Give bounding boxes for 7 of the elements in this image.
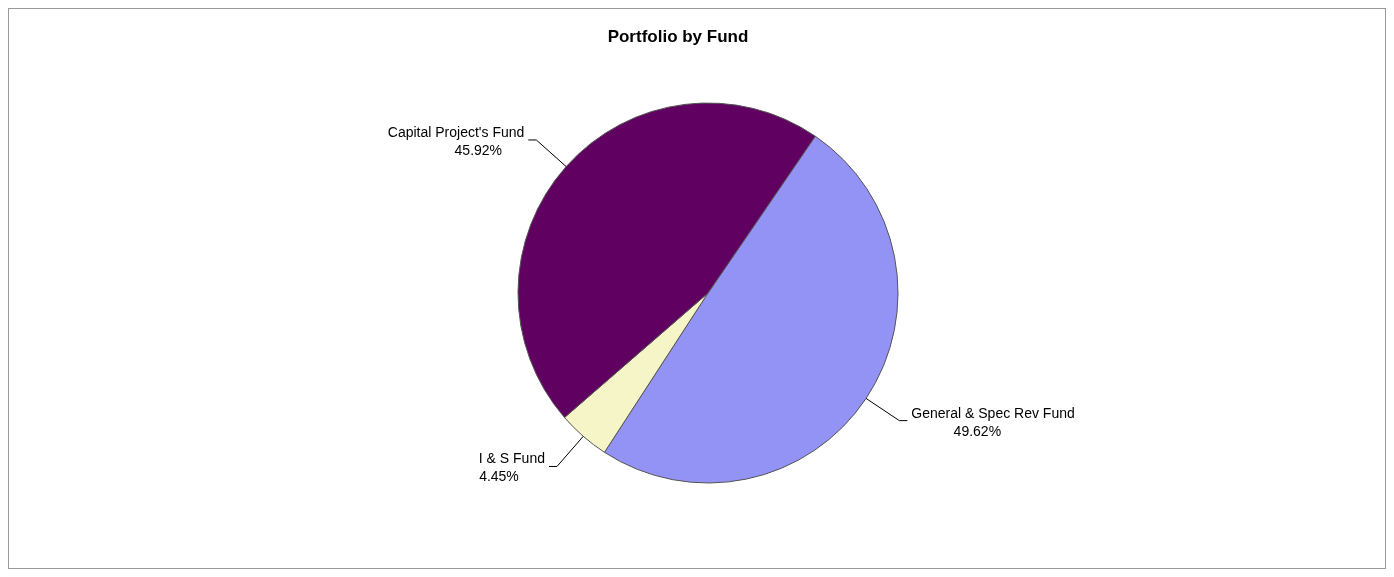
data-label: 45.92% [454, 141, 503, 158]
slice-label: Capital Project's Fund [387, 123, 525, 140]
slice-label: General & Spec Rev Fund [911, 404, 1075, 421]
data-label: 49.62% [953, 422, 1002, 439]
chart-title: Portfolio by Fund [607, 27, 749, 46]
slice-label: I & S Fund [478, 450, 545, 467]
data-label: 4.45% [479, 468, 519, 485]
